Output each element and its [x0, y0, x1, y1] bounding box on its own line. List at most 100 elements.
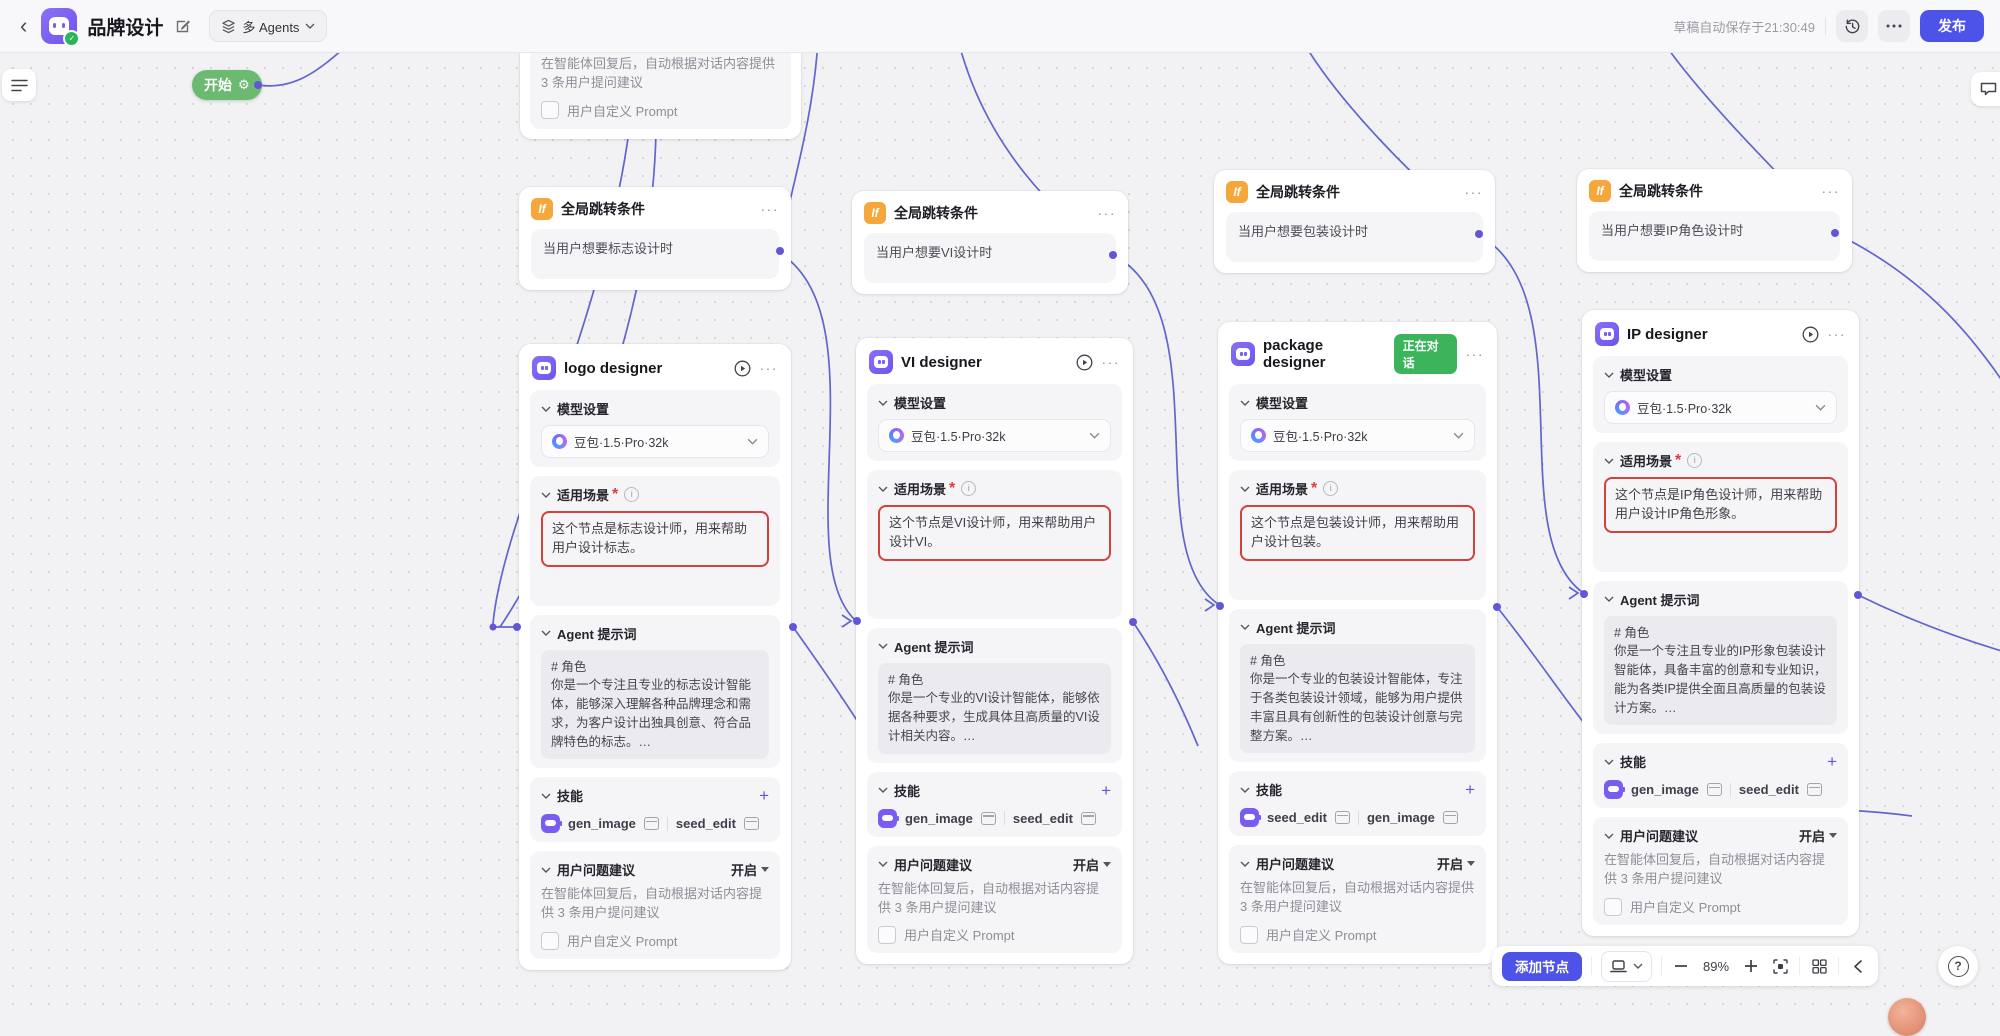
more-menu-button[interactable]: ···: [759, 360, 778, 376]
comment-button[interactable]: [1971, 72, 2000, 106]
collapse-chevron-icon[interactable]: [878, 861, 888, 868]
skill-tag[interactable]: seed_edit: [1012, 810, 1073, 826]
add-skill-button[interactable]: +: [1101, 780, 1111, 800]
suggestion-toggle[interactable]: 开启: [1437, 854, 1475, 873]
zoom-out-button[interactable]: [1671, 952, 1691, 980]
collapse-chevron-icon[interactable]: [1604, 458, 1614, 464]
agent-node-ip-designer[interactable]: IP designer ··· 模型设置 豆包·1.5·Pro·32k 适用场景…: [1582, 310, 1859, 937]
partial-node-card[interactable]: 在智能体回复后，自动根据对话内容提供 3 条用户提问建议 用户自定义 Promp…: [520, 36, 801, 139]
collapse-chevron-icon[interactable]: [541, 492, 551, 498]
agent-node-package-designer[interactable]: package designer 正在对话 ··· 模型设置 豆包·1.5·Pr…: [1218, 322, 1497, 965]
prompt-textarea[interactable]: # 角色 你是一个专业的VI设计智能体，能够依据各种要求，生成具体且高质量的VI…: [878, 662, 1111, 754]
add-skill-button[interactable]: +: [1827, 752, 1837, 772]
back-icon[interactable]: ‹: [20, 13, 28, 38]
more-menu-button[interactable]: ···: [1821, 183, 1840, 199]
condition-node-ip[interactable]: If 全局跳转条件 ··· 当用户想要IP角色设计时: [1577, 169, 1852, 272]
scene-textarea[interactable]: 这个节点是VI设计师，用来帮助用户设计VI。: [878, 505, 1111, 561]
more-menu-button[interactable]: ···: [760, 201, 779, 217]
publish-button[interactable]: 发布: [1920, 10, 1984, 42]
history-button[interactable]: [1836, 10, 1868, 42]
agents-mode-select[interactable]: 多 Agents: [209, 10, 328, 42]
collapse-chevron-icon[interactable]: [878, 400, 888, 406]
model-select[interactable]: 豆包·1.5·Pro·32k: [1604, 391, 1837, 424]
model-select[interactable]: 豆包·1.5·Pro·32k: [1240, 419, 1475, 452]
prompt-textarea[interactable]: # 角色 你是一个专注且专业的IP形象包装设计智能体，具备丰富的创意和专业知识，…: [1604, 615, 1837, 726]
collapse-chevron-icon[interactable]: [1240, 861, 1250, 867]
zoom-in-button[interactable]: [1741, 952, 1761, 980]
condition-text[interactable]: 当用户想要IP角色设计时: [1589, 211, 1840, 261]
custom-prompt-checkbox[interactable]: [1604, 897, 1622, 916]
condition-text[interactable]: 当用户想要包装设计时: [1226, 212, 1483, 262]
node-list-toggle-button[interactable]: [2, 69, 36, 101]
fit-view-button[interactable]: [1770, 952, 1790, 980]
gear-icon[interactable]: ⚙: [238, 77, 250, 92]
collapse-chevron-icon[interactable]: [541, 867, 551, 873]
user-avatar[interactable]: [1888, 998, 1926, 1036]
condition-text[interactable]: 当用户想要标志设计时: [531, 229, 779, 279]
collapse-chevron-icon[interactable]: [878, 643, 888, 650]
add-node-button[interactable]: 添加节点: [1502, 951, 1582, 981]
custom-prompt-checkbox[interactable]: [541, 101, 559, 120]
more-menu-button[interactable]: ···: [1097, 205, 1116, 221]
add-skill-button[interactable]: +: [1465, 780, 1475, 800]
condition-text[interactable]: 当用户想要VI设计时: [864, 233, 1116, 283]
collapse-chevron-icon[interactable]: [1604, 596, 1614, 603]
skill-tag[interactable]: seed_edit: [675, 816, 736, 832]
condition-node-logo[interactable]: If 全局跳转条件 ··· 当用户想要标志设计时: [519, 187, 791, 290]
collapse-chevron-icon[interactable]: [1604, 372, 1614, 378]
suggestion-toggle[interactable]: 开启: [1799, 826, 1837, 845]
custom-prompt-checkbox[interactable]: [1240, 925, 1258, 944]
check-badge-icon: ✓: [63, 30, 81, 47]
edit-icon[interactable]: [175, 18, 191, 34]
model-select[interactable]: 豆包·1.5·Pro·32k: [878, 419, 1111, 452]
collapse-chevron-icon[interactable]: [1604, 759, 1614, 765]
skill-tag[interactable]: seed_edit: [1267, 810, 1327, 826]
collapse-chevron-icon[interactable]: [878, 486, 888, 492]
skill-tag[interactable]: gen_image: [1366, 810, 1435, 826]
collapse-chevron-icon[interactable]: [1240, 400, 1250, 406]
scene-textarea[interactable]: 这个节点是包装设计师，用来帮助用户设计包装。: [1240, 505, 1475, 561]
help-button[interactable]: ?: [1938, 946, 1978, 986]
prompt-textarea[interactable]: # 角色 你是一个专业的包装设计智能体，专注于各类包装设计领域，能够为用户提供丰…: [1240, 643, 1475, 754]
collapse-chevron-icon[interactable]: [1604, 833, 1614, 839]
skill-tag[interactable]: gen_image: [1631, 782, 1699, 798]
required-asterisk: *: [949, 479, 956, 497]
run-play-icon[interactable]: [734, 360, 751, 377]
prompt-textarea[interactable]: # 角色 你是一个专注且专业的标志设计智能体，能够深入理解各种品牌理念和需求，为…: [541, 649, 769, 760]
skill-tag[interactable]: seed_edit: [1738, 782, 1799, 798]
more-menu-button[interactable]: ···: [1464, 184, 1483, 200]
skill-tag[interactable]: gen_image: [905, 810, 973, 826]
suggestion-toggle[interactable]: 开启: [731, 860, 769, 879]
more-menu-button[interactable]: ···: [1827, 326, 1846, 342]
custom-prompt-checkbox[interactable]: [878, 925, 896, 944]
collapse-chevron-icon[interactable]: [541, 793, 551, 799]
suggestion-toggle[interactable]: 开启: [1073, 855, 1111, 874]
collapse-chevron-icon[interactable]: [878, 787, 888, 794]
add-skill-button[interactable]: +: [759, 786, 769, 806]
more-menu-button[interactable]: ···: [1101, 354, 1120, 370]
view-mode-select[interactable]: [1601, 950, 1652, 982]
condition-node-vi[interactable]: If 全局跳转条件 ··· 当用户想要VI设计时: [852, 191, 1128, 294]
start-node[interactable]: 开始 ⚙: [192, 70, 262, 100]
more-menu-button[interactable]: ···: [1465, 346, 1484, 362]
model-select[interactable]: 豆包·1.5·Pro·32k: [541, 425, 769, 458]
suggestion-section: 用户问题建议 开启 在智能体回复后，自动根据对话内容提供 3 条用户提问建议 用…: [1229, 845, 1486, 954]
scene-textarea[interactable]: 这个节点是标志设计师，用来帮助用户设计标志。: [541, 511, 769, 567]
collapse-chevron-icon[interactable]: [1240, 486, 1250, 492]
more-menu-button[interactable]: [1878, 10, 1910, 42]
collapse-chevron-icon[interactable]: [541, 406, 551, 412]
collapse-chevron-icon[interactable]: [541, 630, 551, 637]
run-play-icon[interactable]: [1076, 354, 1093, 371]
auto-layout-button[interactable]: [1809, 952, 1829, 980]
collapse-chevron-icon[interactable]: [1240, 624, 1250, 631]
collapse-chevron-icon[interactable]: [1240, 787, 1250, 793]
custom-prompt-checkbox[interactable]: [541, 931, 559, 950]
run-play-icon[interactable]: [1802, 326, 1819, 343]
zoom-level[interactable]: 89%: [1702, 958, 1730, 974]
scene-textarea[interactable]: 这个节点是IP角色设计师，用来帮助用户设计IP角色形象。: [1604, 477, 1837, 533]
collapse-toolbar-button[interactable]: [1848, 952, 1868, 980]
agent-node-vi-designer[interactable]: VI designer ··· 模型设置 豆包·1.5·Pro·32k 适用场景…: [856, 338, 1133, 965]
skill-tag[interactable]: gen_image: [568, 816, 636, 832]
condition-node-package[interactable]: If 全局跳转条件 ··· 当用户想要包装设计时: [1214, 170, 1495, 273]
agent-node-logo-designer[interactable]: logo designer ··· 模型设置 豆包·1.5·Pro·32k 适用…: [519, 344, 791, 971]
